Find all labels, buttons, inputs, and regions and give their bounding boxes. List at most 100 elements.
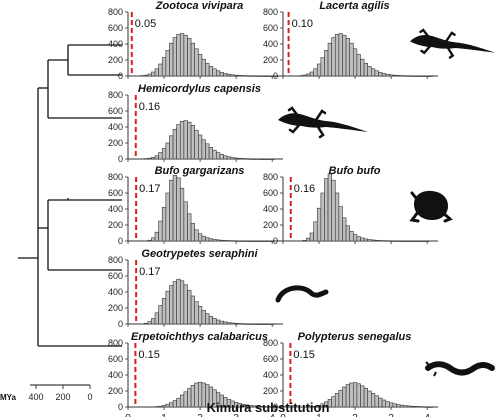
histogram-bar — [381, 240, 387, 242]
y-tick-label: 0 — [118, 71, 123, 81]
histogram-bar — [212, 318, 217, 325]
histogram-bar — [169, 135, 174, 160]
eel-fish-silhouette — [425, 361, 495, 377]
histogram-bar — [345, 225, 350, 242]
panel-lacerta-agilis: Lacerta agilis 0 200 400 600 800 0.10 — [263, 0, 438, 81]
y-tick-label: 200 — [108, 303, 123, 313]
histogram-bar — [187, 121, 192, 160]
histogram-bar — [342, 34, 347, 77]
histogram-bar — [154, 231, 159, 242]
histogram-bar — [237, 240, 242, 242]
histogram-bar — [356, 236, 361, 242]
histogram-bar — [417, 75, 423, 77]
histogram-bar — [302, 74, 307, 77]
panel-title: Geotrypetes seraphini — [141, 248, 258, 260]
y-tick-label: 400 — [263, 39, 278, 49]
histogram-bar — [360, 385, 365, 408]
histogram-bar — [428, 75, 433, 77]
histogram-bar — [421, 75, 426, 77]
histogram-bar — [266, 323, 271, 325]
histogram-bar — [183, 284, 188, 325]
histogram-bar — [334, 393, 340, 408]
histogram-bar — [219, 239, 224, 242]
histogram-bar — [367, 239, 372, 242]
histogram-bar — [187, 38, 192, 77]
histogram-bar — [262, 75, 268, 77]
y-tick-label: 0 — [118, 319, 123, 329]
histogram-bar — [226, 322, 232, 325]
x-tick-label: 4 — [269, 413, 275, 417]
histogram-bar — [410, 405, 415, 408]
panel-title: Bufo bufo — [329, 165, 381, 177]
histogram-bar — [183, 391, 188, 408]
x-tick-label: 0 — [125, 413, 131, 417]
histogram-bar — [363, 238, 368, 242]
histogram-bar — [327, 42, 332, 77]
histogram-bar — [216, 152, 221, 160]
histogram-bar — [230, 240, 235, 242]
eel-fish-body — [425, 361, 495, 376]
histogram-bar — [190, 385, 195, 408]
histogram-bar — [154, 68, 159, 77]
histogram-bar — [194, 382, 199, 408]
histogram-bar — [378, 240, 383, 242]
threshold-label: 0.17 — [139, 266, 160, 278]
histogram-bar — [230, 322, 235, 325]
lizard-legs — [419, 28, 456, 59]
histogram-bar — [252, 75, 257, 77]
histogram-bar — [352, 382, 358, 408]
histogram-bar — [223, 240, 228, 242]
panel-title: Hemicordylus capensis — [138, 83, 261, 95]
histogram-bar — [414, 406, 419, 408]
histogram-bar — [219, 320, 224, 325]
histogram-bar — [176, 124, 181, 160]
histogram-bar — [208, 238, 213, 242]
panel-bufo-bufo: Bufo bufo 0 200 400 600 800 0.16 — [263, 165, 438, 246]
histogram-bar — [216, 239, 221, 242]
histogram-bar — [237, 323, 242, 325]
histogram-bar — [237, 75, 242, 77]
histogram-bar — [194, 129, 199, 160]
y-tick-label: 800 — [108, 90, 123, 100]
histogram-bar — [161, 207, 167, 242]
histogram-bar — [367, 66, 372, 77]
time-tick-label: 0 — [87, 392, 92, 402]
histogram-bar — [316, 207, 322, 242]
toad-silhouette — [409, 190, 453, 223]
histogram-bar — [324, 178, 329, 242]
histogram-bar — [255, 240, 260, 242]
histogram-bar — [201, 58, 206, 77]
histogram-bar — [234, 74, 239, 77]
histogram-bar — [389, 74, 394, 77]
histogram-bar — [385, 73, 390, 77]
histogram-bar — [212, 149, 217, 160]
y-tick-label: 400 — [108, 370, 123, 380]
histogram-bar — [223, 155, 228, 160]
histogram-bar — [176, 278, 181, 325]
histogram-bar — [179, 33, 185, 77]
threshold-label: 0.05 — [135, 18, 156, 30]
panel-title: Lacerta agilis — [319, 0, 389, 12]
histogram-bar — [176, 397, 181, 408]
histogram-bar — [161, 405, 167, 408]
histogram-bar — [241, 158, 246, 160]
histogram-bar — [248, 158, 253, 160]
histogram-bar — [407, 405, 412, 408]
panel-bufo-gargarizans: Bufo gargarizans 0 200 400 600 800 0.17 — [108, 165, 283, 246]
histogram-bar — [143, 322, 149, 325]
histogram-bar — [169, 179, 174, 242]
histogram-bar — [244, 158, 250, 160]
histogram-bar — [201, 310, 206, 325]
histogram-bar — [147, 157, 152, 160]
x-tick-label: 4 — [424, 413, 430, 417]
y-tick-label: 200 — [263, 386, 278, 396]
histogram-bar — [194, 301, 199, 325]
y-tick-label: 200 — [263, 220, 278, 230]
histogram-bar — [169, 285, 174, 325]
x-tick-label: 1 — [161, 413, 167, 417]
histogram-bar — [255, 323, 260, 325]
histogram-bar — [385, 401, 390, 408]
histogram-bar — [237, 157, 242, 160]
histogram-bar — [374, 70, 379, 77]
histogram-bar — [158, 220, 163, 242]
